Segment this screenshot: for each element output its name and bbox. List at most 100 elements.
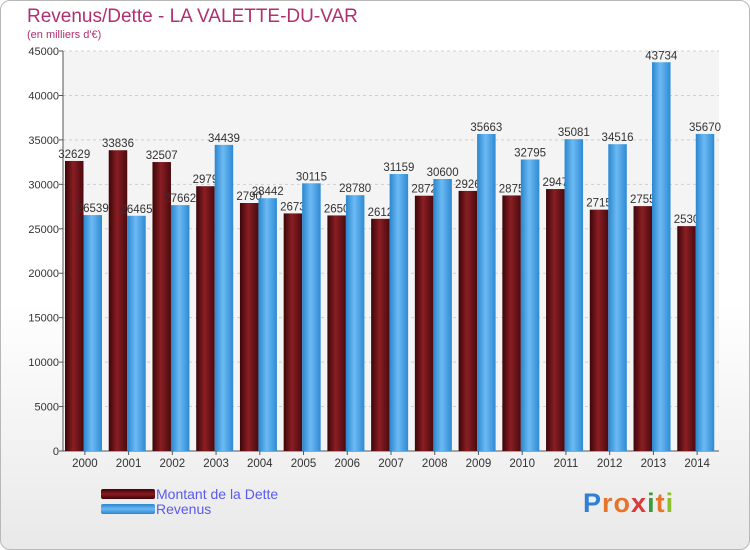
bar-dette-2000 xyxy=(65,160,84,451)
bar-revenus-2013 xyxy=(652,62,671,452)
data-label: 2530 xyxy=(674,214,700,226)
logo-letter: i xyxy=(647,488,656,518)
y-tick-label: 20000 xyxy=(28,268,59,280)
x-tick-label: 2002 xyxy=(160,458,186,470)
bar-dette-2009 xyxy=(458,190,478,451)
x-tick-label: 2000 xyxy=(72,458,98,470)
bar-revenus-2001 xyxy=(127,215,146,451)
bar-dette-2002 xyxy=(152,162,171,451)
x-tick-label: 2001 xyxy=(116,458,142,470)
data-label: 30600 xyxy=(427,167,459,179)
bar-dette-2001 xyxy=(108,150,128,452)
x-tick-label: 2008 xyxy=(422,458,448,470)
legend-label-dette: Montant de la Dette xyxy=(156,486,279,502)
y-tick-label: 35000 xyxy=(28,135,59,147)
bar-revenus-2000 xyxy=(83,215,102,451)
bar-revenus-2011 xyxy=(564,139,584,451)
data-label: 28780 xyxy=(339,183,371,195)
chart-subtitle: (en milliers d'€) xyxy=(27,29,102,41)
bar-dette-2014 xyxy=(677,226,696,451)
data-label: 35663 xyxy=(470,122,502,134)
data-label: 28442 xyxy=(252,186,284,198)
x-tick-label: 2005 xyxy=(291,458,317,470)
legend-swatch-dette xyxy=(101,489,155,499)
data-label: 2872 xyxy=(411,184,437,196)
y-tick-label: 25000 xyxy=(28,224,59,236)
data-label: 2612 xyxy=(368,207,394,219)
data-label: 2947 xyxy=(543,177,569,189)
x-tick-label: 2007 xyxy=(378,458,404,470)
data-label: 32795 xyxy=(514,147,546,159)
legend-swatch-revenus xyxy=(101,504,155,514)
data-label: 2650 xyxy=(324,203,350,215)
x-tick-label: 2006 xyxy=(334,458,360,470)
bar-dette-2006 xyxy=(327,215,346,451)
chart-title: Revenus/Dette - LA VALETTE-DU-VAR xyxy=(27,6,358,27)
data-label: 27662 xyxy=(164,193,196,205)
y-tick-label: 0 xyxy=(53,446,59,458)
data-label: 35081 xyxy=(558,127,590,139)
x-tick-label: 2011 xyxy=(554,458,579,470)
x-tick-label: 2004 xyxy=(247,458,273,470)
data-label: 2715 xyxy=(586,198,612,210)
x-tick-label: 2003 xyxy=(203,458,229,470)
data-label: 2926 xyxy=(455,179,481,191)
logo-letter: x xyxy=(631,488,648,518)
data-label: 26465 xyxy=(120,204,152,216)
bar-revenus-2003 xyxy=(214,144,234,451)
bar-dette-2010 xyxy=(502,195,521,451)
data-label: 31159 xyxy=(383,162,414,174)
data-label: 26539 xyxy=(77,203,109,215)
bar-revenus-2014 xyxy=(695,133,715,451)
data-label: 34439 xyxy=(208,133,240,145)
data-label: 30115 xyxy=(296,171,327,183)
bar-revenus-2006 xyxy=(345,195,365,451)
y-tick-label: 10000 xyxy=(28,357,59,369)
data-label: 2979 xyxy=(193,174,219,186)
y-tick-label: 30000 xyxy=(28,179,59,191)
y-tick-label: 45000 xyxy=(28,46,59,58)
bar-revenus-2002 xyxy=(170,205,190,451)
data-label: 32507 xyxy=(146,150,178,162)
data-label: 35670 xyxy=(689,122,721,134)
bar-revenus-2012 xyxy=(608,144,627,452)
bar-dette-2011 xyxy=(546,189,565,452)
data-label: 2875 xyxy=(499,183,525,195)
bar-revenus-2004 xyxy=(258,198,277,451)
bar-dette-2013 xyxy=(633,206,653,451)
bar-dette-2007 xyxy=(371,218,390,451)
y-tick-label: 5000 xyxy=(35,402,59,414)
logo-letter: i xyxy=(665,488,675,518)
bar-dette-2012 xyxy=(589,209,609,451)
bar-dette-2008 xyxy=(414,195,434,451)
bar-dette-2005 xyxy=(283,213,303,451)
y-tick-label: 15000 xyxy=(28,313,59,325)
bar-revenus-2008 xyxy=(433,179,452,451)
logo-letter: r xyxy=(602,488,614,518)
bar-revenus-2009 xyxy=(477,133,496,452)
data-label: 34516 xyxy=(602,132,634,144)
data-label: 2790 xyxy=(236,191,262,203)
data-label: 33836 xyxy=(102,138,134,150)
bar-revenus-2005 xyxy=(302,183,321,452)
bar-revenus-2007 xyxy=(389,174,409,451)
bar-dette-2003 xyxy=(196,186,215,451)
bar-revenus-2010 xyxy=(520,159,540,451)
proxiti-logo: Proxiti xyxy=(583,488,674,519)
x-tick-label: 2013 xyxy=(641,458,667,470)
y-tick-label: 40000 xyxy=(28,90,59,102)
data-label: 43734 xyxy=(645,50,678,62)
logo-letter: o xyxy=(613,488,632,518)
x-tick-label: 2009 xyxy=(466,458,492,470)
data-label: 2755 xyxy=(630,194,656,206)
logo-letter: t xyxy=(655,488,666,518)
legend-label-revenus: Revenus xyxy=(156,501,212,517)
bar-dette-2004 xyxy=(239,203,259,451)
logo-letter: P xyxy=(583,488,603,518)
x-tick-label: 2012 xyxy=(597,458,623,470)
x-tick-label: 2010 xyxy=(509,458,535,470)
x-tick-label: 2014 xyxy=(684,458,710,470)
data-label: 2673 xyxy=(280,201,306,213)
